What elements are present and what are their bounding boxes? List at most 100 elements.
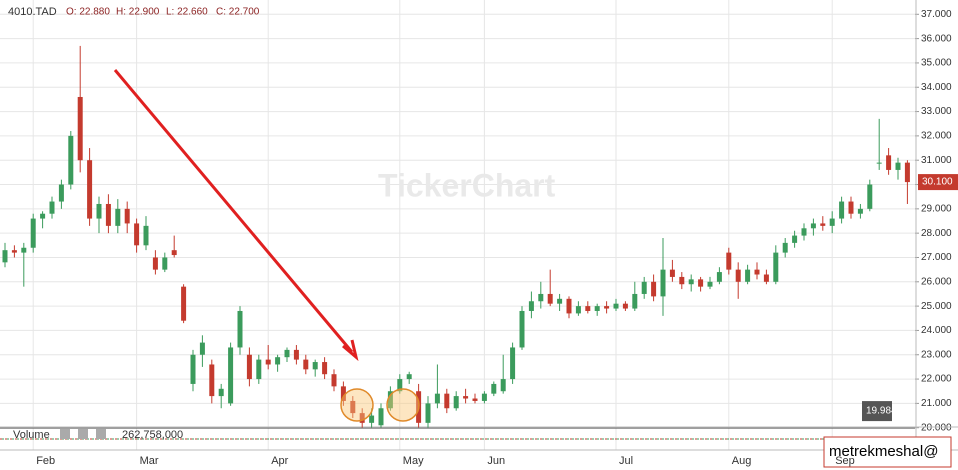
candle-body (716, 272, 722, 282)
candle-body (557, 298, 563, 304)
low-tag (862, 401, 892, 422)
candle-body (265, 359, 271, 365)
candle-body (829, 218, 835, 226)
candle-body (895, 162, 901, 170)
candle-body (848, 201, 854, 214)
candle-body (425, 403, 431, 423)
x-tick-label: Apr (271, 455, 288, 467)
candle-body (669, 269, 675, 277)
candle-body (763, 274, 769, 282)
candle-body (528, 301, 534, 311)
candle-body (886, 155, 892, 170)
candle-body (434, 393, 440, 404)
y-tick-label: 31.000 (921, 155, 952, 166)
candle-body (96, 203, 102, 219)
candle-body (369, 415, 375, 423)
icon[interactable] (96, 429, 106, 439)
candle-body (331, 374, 337, 387)
candle-body (378, 408, 384, 426)
candle-body (773, 252, 779, 282)
candle-body (312, 362, 318, 370)
candle-body (735, 269, 741, 282)
candle-body (726, 252, 732, 270)
candle-body (68, 135, 74, 185)
candle-body (143, 225, 149, 246)
x-tick-label: Mar (140, 455, 159, 467)
candle-body (632, 293, 638, 309)
candle-body (453, 396, 459, 409)
volume-value: 262,758,000 (122, 429, 183, 441)
candle-body (810, 223, 816, 229)
candle-body (77, 96, 83, 161)
candle-body (444, 393, 450, 409)
price-tags: 30.100 19.984 (0, 174, 958, 429)
candle-body (481, 393, 487, 401)
candle-body (256, 359, 262, 380)
y-tick-label: 37.000 (921, 9, 952, 20)
candle-body (500, 379, 506, 392)
candle-body (40, 213, 46, 219)
icon[interactable] (78, 429, 88, 439)
candle-body (491, 383, 497, 394)
highlight-circle (386, 388, 420, 422)
candle-body (2, 250, 8, 263)
y-tick-label: 29.000 (921, 203, 952, 214)
y-tick-label: 36.000 (921, 33, 952, 44)
candle-body (547, 293, 553, 304)
header-value: O: 22.880 (66, 7, 110, 18)
candle-body (322, 362, 328, 375)
candle-body (397, 379, 403, 392)
candle-body (688, 279, 694, 285)
candle-body (124, 208, 130, 224)
low-label: 19.984 (866, 406, 897, 417)
y-tick-label: 26.000 (921, 276, 952, 287)
candle-body (622, 303, 628, 309)
candle-body (350, 400, 356, 414)
y-tick-label: 32.000 (921, 131, 952, 142)
credit-box (823, 436, 952, 468)
candle-body (387, 391, 393, 409)
candle-body (820, 223, 826, 226)
candle-body (228, 347, 234, 404)
y-tick-label: 28.000 (921, 228, 952, 239)
icon[interactable] (60, 429, 70, 439)
grid: 20.000 21.000 22.000 23.000 24.000 25.000 26.0… (0, 0, 952, 450)
x-tick-label: Jul (619, 455, 633, 467)
candle-body (698, 279, 704, 287)
candle-body (49, 201, 55, 214)
x-tick-label: May (403, 455, 424, 467)
candle-body (30, 218, 36, 248)
candle-body (246, 354, 252, 380)
candle-body (209, 364, 215, 397)
candle-body (857, 208, 863, 214)
candle-body (566, 298, 572, 314)
header-value: C: 22.700 (216, 7, 260, 18)
candle-body (303, 359, 309, 370)
candle-body (340, 386, 346, 401)
candle-body (904, 162, 910, 183)
symbol: 4010.TAD (8, 6, 57, 18)
candle-body (782, 242, 788, 253)
candle-body (181, 286, 187, 321)
x-tick-label: Feb (36, 455, 55, 467)
y-tick-label: 22.000 (921, 374, 952, 385)
candle-body (11, 250, 17, 253)
candle-body (275, 357, 281, 365)
candle-body (162, 257, 168, 270)
candle-body (745, 269, 751, 282)
candle-body (792, 235, 798, 243)
candle-body (519, 310, 525, 348)
arrow-head (342, 339, 359, 362)
candle-body (199, 342, 205, 355)
y-tick-label: 33.000 (921, 106, 952, 117)
candle-body (754, 269, 760, 275)
candle-body (463, 396, 469, 399)
candle-body (359, 413, 365, 423)
y-tick-label: 25.000 (921, 301, 952, 312)
candle-body (538, 293, 544, 302)
candle-body (105, 203, 111, 226)
header: O: 22.880 H: 22.900 L: 22.660 C: 22.700 (66, 7, 260, 18)
y-tick-label: 21.000 (921, 398, 952, 409)
